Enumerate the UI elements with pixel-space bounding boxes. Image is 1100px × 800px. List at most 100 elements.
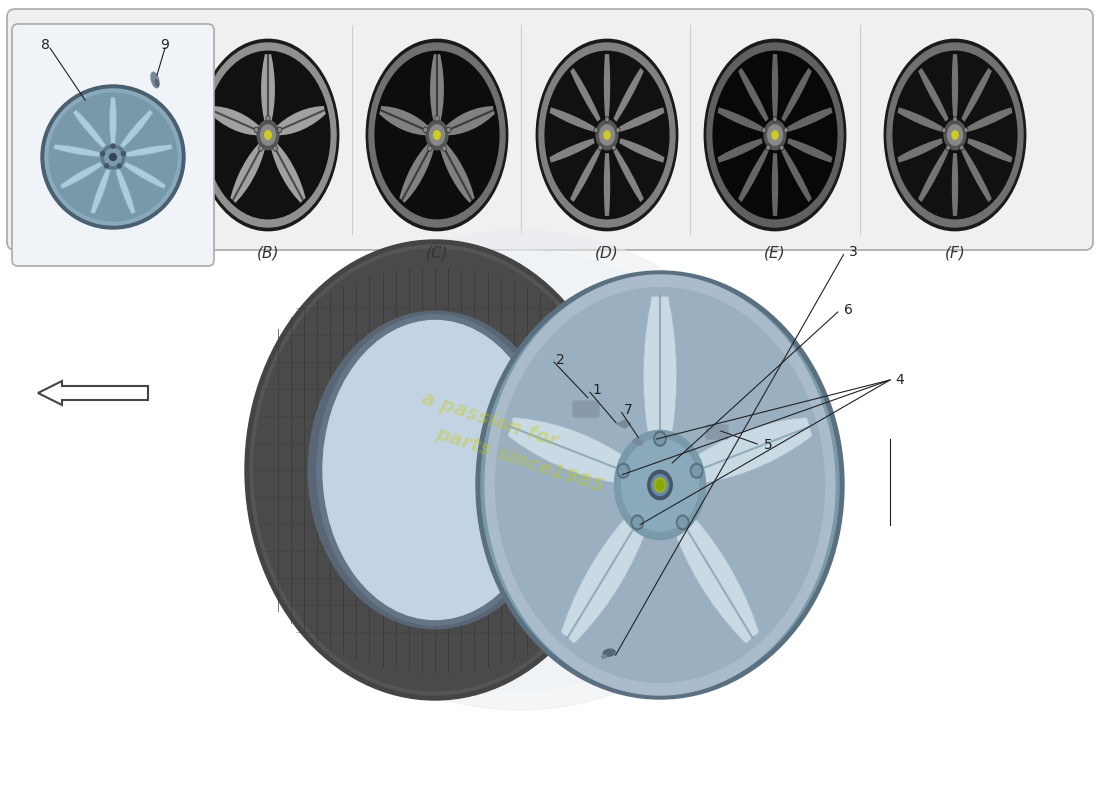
Ellipse shape (274, 146, 276, 150)
Ellipse shape (255, 128, 257, 131)
Ellipse shape (265, 130, 272, 139)
Ellipse shape (495, 288, 825, 682)
Ellipse shape (97, 130, 103, 139)
Ellipse shape (278, 127, 282, 133)
Ellipse shape (87, 127, 90, 133)
Ellipse shape (656, 480, 664, 490)
Ellipse shape (893, 51, 1016, 218)
Polygon shape (788, 107, 833, 132)
Ellipse shape (631, 515, 644, 530)
Ellipse shape (606, 118, 608, 121)
Ellipse shape (707, 43, 843, 227)
Polygon shape (110, 97, 117, 143)
Text: 7: 7 (624, 403, 632, 417)
Ellipse shape (485, 275, 835, 695)
Ellipse shape (781, 146, 783, 149)
Ellipse shape (99, 117, 101, 120)
Ellipse shape (774, 118, 776, 121)
Ellipse shape (960, 146, 962, 149)
Text: (F): (F) (945, 245, 966, 260)
Text: 3: 3 (849, 245, 858, 259)
Polygon shape (73, 110, 106, 148)
Polygon shape (614, 148, 644, 202)
Ellipse shape (91, 146, 94, 150)
Ellipse shape (692, 466, 701, 476)
Ellipse shape (946, 146, 950, 150)
Ellipse shape (676, 515, 689, 530)
Ellipse shape (784, 128, 788, 133)
Ellipse shape (375, 51, 499, 218)
Ellipse shape (245, 240, 625, 700)
Ellipse shape (713, 51, 837, 218)
Polygon shape (379, 106, 429, 135)
Polygon shape (94, 54, 107, 122)
Polygon shape (550, 138, 595, 162)
Polygon shape (60, 162, 102, 189)
Ellipse shape (656, 434, 664, 444)
Ellipse shape (89, 120, 111, 150)
Ellipse shape (617, 129, 619, 131)
Ellipse shape (104, 149, 121, 166)
Ellipse shape (151, 72, 160, 88)
Ellipse shape (619, 466, 628, 476)
Polygon shape (508, 418, 640, 485)
Polygon shape (772, 54, 778, 117)
Ellipse shape (111, 144, 116, 148)
Polygon shape (550, 107, 595, 132)
Polygon shape (39, 381, 148, 405)
Ellipse shape (100, 151, 104, 156)
Ellipse shape (763, 129, 764, 131)
Ellipse shape (481, 276, 839, 694)
Ellipse shape (965, 129, 967, 131)
Ellipse shape (954, 118, 956, 121)
Ellipse shape (651, 474, 669, 495)
Text: (B): (B) (256, 245, 279, 260)
Ellipse shape (254, 249, 616, 691)
Ellipse shape (266, 116, 270, 121)
Text: 9: 9 (161, 38, 169, 52)
Ellipse shape (884, 39, 1025, 230)
Ellipse shape (595, 129, 597, 131)
Polygon shape (230, 142, 265, 203)
Ellipse shape (448, 128, 450, 131)
Ellipse shape (50, 93, 177, 221)
Text: 6: 6 (844, 303, 852, 317)
Ellipse shape (39, 51, 162, 218)
FancyBboxPatch shape (706, 425, 728, 439)
Ellipse shape (118, 164, 121, 168)
Polygon shape (967, 107, 1012, 132)
Polygon shape (430, 54, 444, 122)
Ellipse shape (773, 117, 777, 122)
Ellipse shape (101, 145, 125, 169)
Polygon shape (125, 145, 173, 157)
Polygon shape (102, 142, 138, 203)
Text: parts since1985: parts since1985 (433, 424, 606, 496)
Ellipse shape (648, 470, 672, 500)
Ellipse shape (155, 79, 158, 86)
Polygon shape (644, 296, 676, 457)
Ellipse shape (604, 131, 611, 139)
Polygon shape (63, 142, 97, 203)
FancyBboxPatch shape (7, 9, 1093, 250)
Ellipse shape (32, 43, 168, 227)
Ellipse shape (537, 39, 678, 230)
Polygon shape (570, 68, 601, 122)
Text: 5: 5 (764, 438, 772, 452)
Text: (D): (D) (595, 245, 619, 260)
Ellipse shape (947, 146, 949, 149)
Ellipse shape (260, 230, 780, 710)
Ellipse shape (426, 120, 448, 150)
Ellipse shape (546, 51, 669, 218)
Ellipse shape (679, 517, 688, 528)
Polygon shape (898, 138, 943, 162)
Polygon shape (918, 148, 948, 202)
Polygon shape (446, 106, 495, 135)
FancyBboxPatch shape (573, 401, 600, 417)
Ellipse shape (704, 39, 846, 230)
Text: 8: 8 (41, 38, 50, 52)
FancyBboxPatch shape (12, 24, 214, 266)
Ellipse shape (621, 438, 698, 531)
Ellipse shape (762, 128, 766, 133)
Ellipse shape (110, 128, 113, 131)
Ellipse shape (772, 131, 778, 139)
